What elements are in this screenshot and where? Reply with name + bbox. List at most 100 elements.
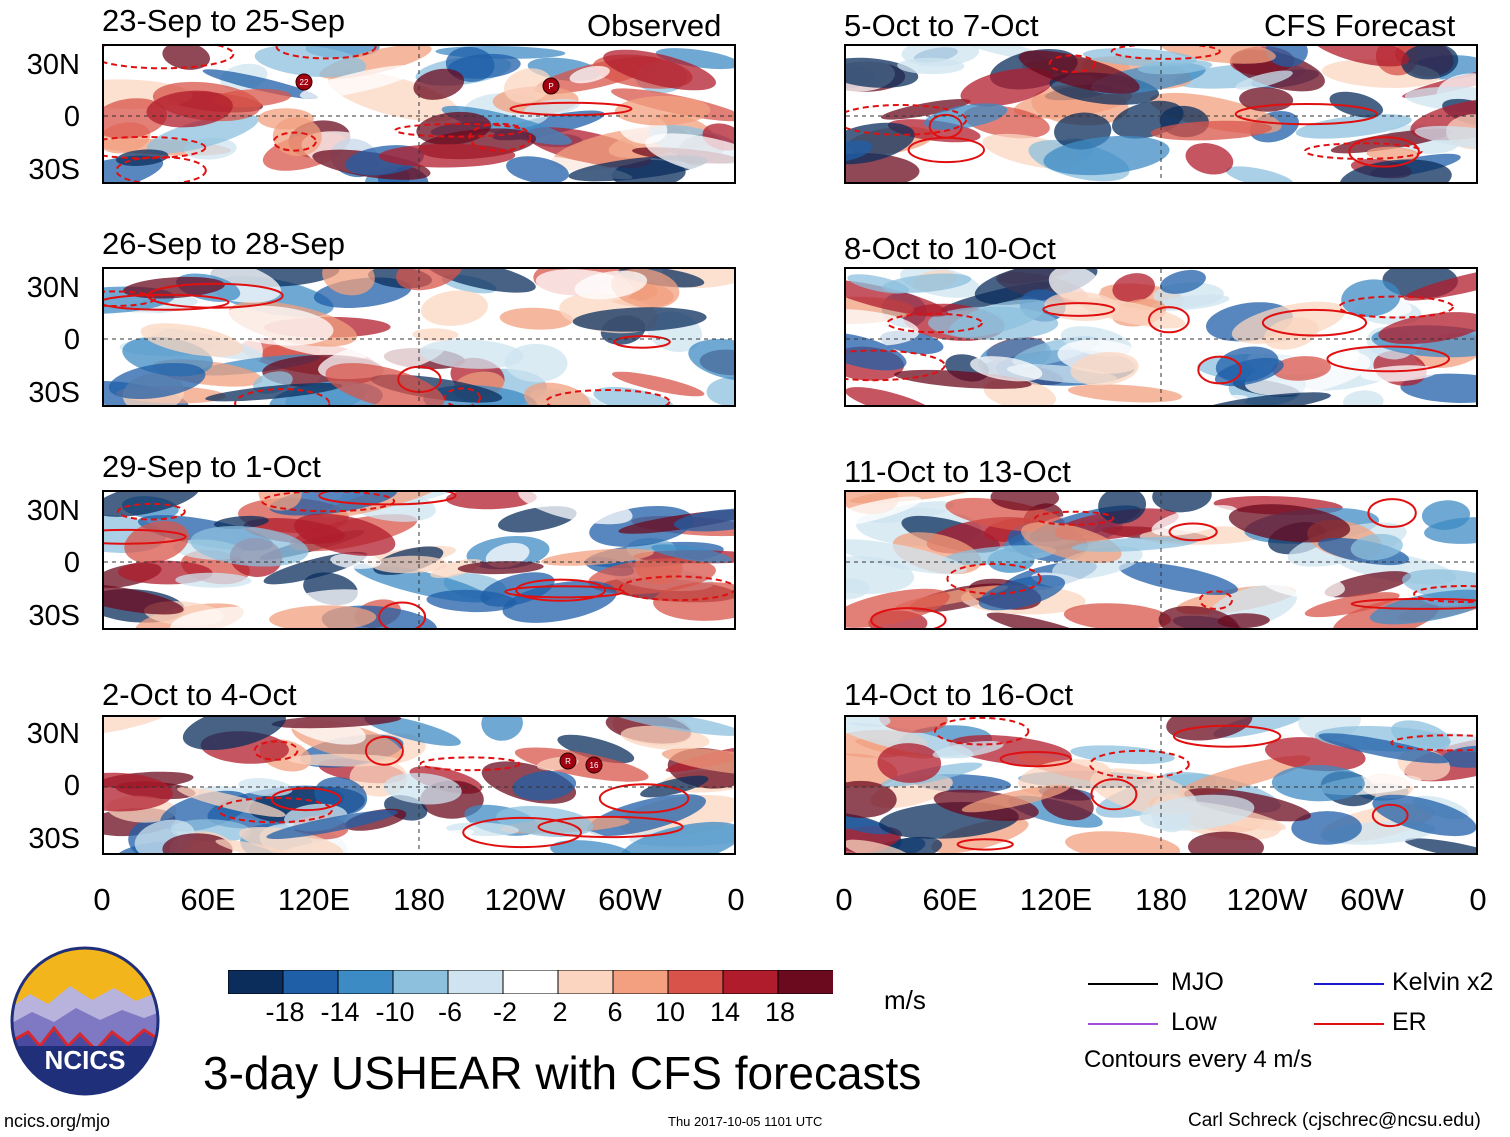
er-contour	[1234, 103, 1379, 126]
er-contour	[1371, 803, 1409, 828]
er-contour	[1172, 724, 1282, 748]
er-contour	[613, 335, 671, 349]
shear-anomaly-blob	[1152, 492, 1212, 513]
colorbar-tick: -10	[375, 997, 415, 1027]
lat-label: 0	[63, 770, 80, 802]
shear-anomaly-blob	[1329, 91, 1384, 118]
colorbar-swatch	[777, 969, 834, 995]
shear-anomaly-blob	[846, 578, 870, 600]
storm-marker-label: P	[548, 82, 553, 91]
legend-line-low	[1088, 1023, 1158, 1025]
shear-anomaly-blob	[990, 492, 1060, 511]
legend-line-mjo	[1088, 983, 1158, 985]
storm-marker	[585, 756, 603, 774]
er-contour	[462, 816, 583, 849]
shear-anomaly-blob	[1318, 733, 1450, 764]
shear-anomaly-blob	[162, 833, 233, 853]
shear-anomaly-blob	[1421, 500, 1471, 530]
colorbar-swatch	[502, 969, 559, 995]
shear-anomaly-blob	[1260, 569, 1345, 599]
shear-anomaly-blob	[1271, 764, 1365, 802]
colorbar-swatch	[722, 969, 779, 995]
shear-anomaly-blob	[846, 309, 920, 347]
colorbar-tick: 2	[552, 997, 568, 1027]
shear-anomaly-blob	[651, 544, 732, 563]
shear-anomaly-blob	[1196, 392, 1331, 405]
shear-anomaly-blob	[1070, 745, 1175, 765]
shear-anomaly-blob	[1187, 394, 1248, 405]
shear-anomaly-blob	[879, 717, 948, 733]
shear-anomaly-blob	[1018, 50, 1140, 94]
lat-label: 30N	[26, 495, 80, 527]
shear-anomaly-blob	[1225, 166, 1295, 182]
shear-anomaly-blob	[413, 68, 465, 100]
shear-anomaly-blob	[269, 605, 377, 628]
shear-anomaly-blob	[550, 840, 634, 853]
shear-anomaly-blob	[523, 382, 591, 405]
shear-anomaly-blob	[961, 784, 1070, 813]
colorbar-swatch	[557, 969, 614, 995]
shear-anomaly-blob	[986, 612, 1094, 628]
storm-marker-label: 22	[300, 78, 309, 87]
forecast-label: CFS Forecast	[1264, 8, 1456, 43]
colorbar-tick: 6	[607, 997, 623, 1027]
colorbar-swatch	[337, 969, 394, 995]
observed-panel-title: 29-Sep to 1-Oct	[102, 449, 321, 484]
shear-anomaly-blob	[1378, 312, 1476, 345]
shear-anomaly-blob	[457, 561, 544, 575]
er-contour	[1350, 597, 1476, 610]
lon-label: 60W	[598, 882, 662, 917]
er-contour	[116, 502, 186, 521]
shear-anomaly-blob	[1067, 384, 1183, 403]
lat-label: 0	[63, 547, 80, 579]
shear-anomaly-blob	[190, 526, 309, 567]
er-contour	[545, 389, 671, 405]
shear-anomaly-blob	[481, 717, 523, 741]
lat-label: 30S	[28, 154, 80, 186]
er-contour	[364, 735, 404, 766]
colorbar-swatch	[447, 969, 504, 995]
shear-anomaly-blob	[146, 114, 259, 154]
er-contour	[1090, 778, 1138, 811]
colorbar-tick: 10	[654, 997, 686, 1027]
lon-label: 120W	[1226, 882, 1308, 917]
shear-anomaly-blob	[846, 153, 920, 182]
map-panel-observed-4: R 16	[102, 715, 736, 855]
shear-anomaly-blob	[1178, 755, 1311, 796]
shear-anomaly-blob	[846, 279, 949, 317]
er-contour	[1367, 498, 1417, 528]
er-contour	[394, 123, 525, 138]
lat-label: 30S	[28, 600, 80, 632]
shear-anomaly-blob	[426, 269, 536, 293]
er-contour	[234, 388, 331, 405]
er-contour	[419, 756, 521, 772]
shear-anomaly-blob	[611, 371, 705, 397]
footer-url[interactable]: ncics.org/mjo	[4, 1111, 111, 1131]
shear-anomaly-blob	[593, 386, 675, 405]
lon-label: 0	[93, 882, 111, 917]
shear-anomaly-blob	[162, 46, 211, 70]
er-contour	[946, 562, 1042, 595]
shear-anomaly-blob	[901, 46, 980, 67]
lon-label: 120E	[277, 882, 351, 917]
colorbar-tick: -6	[437, 997, 462, 1027]
shear-anomaly-blob	[506, 156, 569, 182]
er-contour	[1197, 355, 1242, 385]
shear-anomaly-blob	[603, 49, 716, 91]
shear-anomaly-blob	[269, 492, 398, 516]
shear-anomaly-blob	[266, 809, 399, 840]
shear-anomaly-blob	[445, 492, 537, 510]
shear-anomaly-blob	[496, 806, 594, 837]
footer-timestamp: Thu 2017-10-05 1101 UTC	[668, 1114, 823, 1129]
shear-anomaly-blob	[661, 748, 734, 777]
logo-text: NCICS	[45, 1045, 126, 1075]
er-contour	[1348, 136, 1420, 168]
er-contour	[104, 135, 207, 160]
shear-anomaly-blob	[1366, 146, 1420, 162]
shear-anomaly-blob	[614, 95, 711, 126]
legend-label-low: Low	[1171, 1008, 1217, 1036]
shear-anomaly-blob	[430, 558, 483, 579]
colorbar-swatch	[227, 969, 284, 995]
shear-anomaly-blob	[1098, 492, 1147, 524]
shear-anomaly-blob	[426, 589, 517, 613]
